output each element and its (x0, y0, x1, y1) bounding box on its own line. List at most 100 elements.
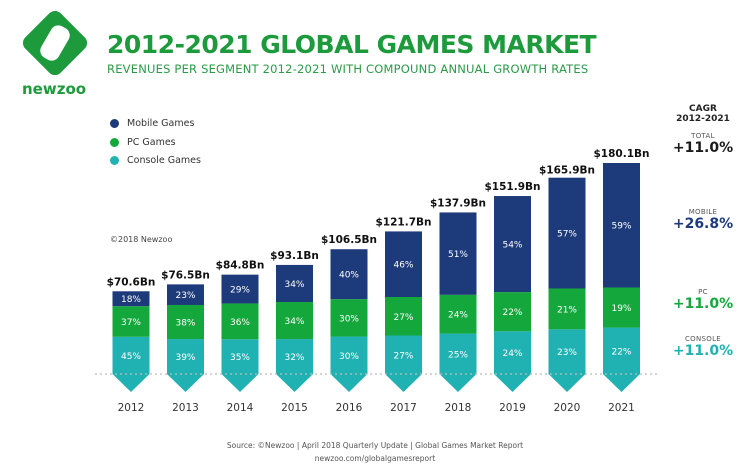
bar-segment-mobile-games (439, 212, 477, 295)
bar-segment-mobile-games (330, 249, 368, 300)
segment-label: 34% (284, 280, 304, 290)
legend-pc: PC Games (110, 137, 176, 148)
bar-segment-mobile-games (548, 177, 586, 289)
segment-label: 59% (611, 222, 631, 232)
x-tick-label: 2018 (445, 402, 472, 414)
segment-label: 21% (557, 305, 577, 315)
bar-segment-console-games (112, 336, 150, 374)
bar-segment-mobile-games (112, 291, 150, 307)
cagr-total: TOTAL +11.0% (660, 132, 746, 156)
segment-label: 46% (393, 261, 413, 271)
cagr-pc: PC +11.0% (660, 288, 746, 312)
bar-chevron (603, 374, 640, 392)
cagr-heading-2: 2012-2021 (676, 114, 730, 124)
segment-label: 38% (175, 319, 195, 329)
bar-segment-pc-games (385, 297, 422, 336)
legend-console: Console Games (110, 155, 201, 166)
x-tick-label: 2017 (390, 402, 417, 414)
newzoo-logo-icon (22, 10, 88, 76)
bar-segment-pc-games (276, 302, 313, 340)
cagr-console: CONSOLE +11.0% (660, 335, 746, 359)
total-label: $106.5Bn (321, 234, 377, 246)
bar-segment-console-games (167, 339, 204, 374)
source-url: newzoo.com/globalgamesreport (314, 454, 436, 463)
bar-segment-mobile-games (385, 231, 422, 298)
cagr-heading-1: CAGR (689, 104, 717, 114)
bar-segment-mobile-games (603, 163, 640, 288)
segment-label: 51% (448, 250, 468, 260)
bar-chevron (276, 374, 313, 392)
cagr-value: +11.0% (672, 140, 734, 156)
segment-label: 34% (284, 317, 304, 327)
segment-label: 22% (611, 347, 631, 357)
segment-label: 54% (502, 241, 522, 251)
bar-segment-mobile-games (276, 264, 313, 303)
segment-label: 37% (121, 318, 141, 328)
segment-label: 22% (502, 308, 522, 318)
bar-chevron (167, 374, 204, 392)
bar-segment-pc-games (221, 303, 259, 340)
segment-label: 29% (230, 286, 250, 296)
segment-label: 40% (339, 271, 359, 281)
legend-mobile: Mobile Games (110, 118, 194, 129)
x-tick-label: 2020 (554, 402, 581, 414)
cagr-label: TOTAL (691, 132, 715, 140)
x-tick-label: 2016 (336, 402, 363, 414)
legend-label: PC Games (127, 137, 176, 148)
bar-segment-mobile-games (221, 274, 259, 304)
segment-label: 30% (339, 352, 359, 362)
cagr-value: +11.0% (672, 343, 734, 359)
total-label: $84.8Bn (216, 260, 265, 272)
segment-label: 24% (448, 311, 468, 321)
x-tick-label: 2014 (227, 402, 254, 414)
segment-label: 30% (339, 314, 359, 324)
segment-label: 18% (121, 295, 141, 305)
legend-label: Mobile Games (127, 118, 195, 129)
total-label: $137.9Bn (430, 197, 486, 209)
segment-label: 32% (284, 353, 304, 363)
bar-segment-console-games (494, 331, 531, 374)
copyright: ©2018 Newzoo (110, 235, 173, 244)
bar-chevron (385, 374, 422, 392)
cagr-value: +11.0% (672, 296, 734, 312)
bar-segment-mobile-games (167, 284, 204, 305)
segment-label: 27% (393, 313, 413, 323)
cagr-label: PC (698, 288, 708, 296)
legend-dot-icon (110, 119, 119, 128)
total-label: $93.1Bn (270, 250, 319, 262)
source-note: Source: ©Newzoo | April 2018 Quarterly U… (226, 441, 524, 450)
legend-label: Console Games (127, 155, 201, 166)
bar-chevron (330, 374, 368, 392)
bar-chevron (548, 374, 586, 392)
cagr-value: +26.8% (672, 216, 734, 232)
bar-segment-pc-games (439, 294, 477, 334)
bar-segment-console-games (603, 327, 640, 374)
bar-segment-console-games (276, 339, 313, 374)
bar-chevron (112, 374, 150, 392)
total-label: $165.9Bn (539, 165, 595, 177)
cagr-label: MOBILE (688, 208, 718, 216)
bar-segment-mobile-games (494, 196, 531, 293)
total-label: $121.7Bn (376, 216, 432, 228)
bar-segment-pc-games (548, 288, 586, 330)
x-tick-label: 2013 (172, 402, 199, 414)
total-label: $151.9Bn (485, 181, 541, 193)
segment-label: 35% (230, 353, 250, 363)
segment-label: 24% (502, 349, 522, 359)
segment-label: 45% (121, 352, 141, 362)
bar-segment-console-games (548, 329, 586, 374)
bar-segment-pc-games (603, 287, 640, 328)
legend-dot-icon (110, 156, 119, 165)
x-tick-label: 2021 (608, 402, 635, 414)
total-label: $180.1Bn (594, 148, 650, 160)
segment-label: 23% (175, 291, 195, 301)
segment-label: 57% (557, 230, 577, 240)
segment-label: 25% (448, 350, 468, 360)
legend-dot-icon (110, 138, 119, 147)
segment-label: 36% (230, 318, 250, 328)
cagr-heading: CAGR 2012-2021 (660, 104, 746, 124)
segment-label: 39% (175, 353, 195, 363)
bar-chevron (494, 374, 531, 392)
total-label: $70.6Bn (107, 276, 156, 288)
